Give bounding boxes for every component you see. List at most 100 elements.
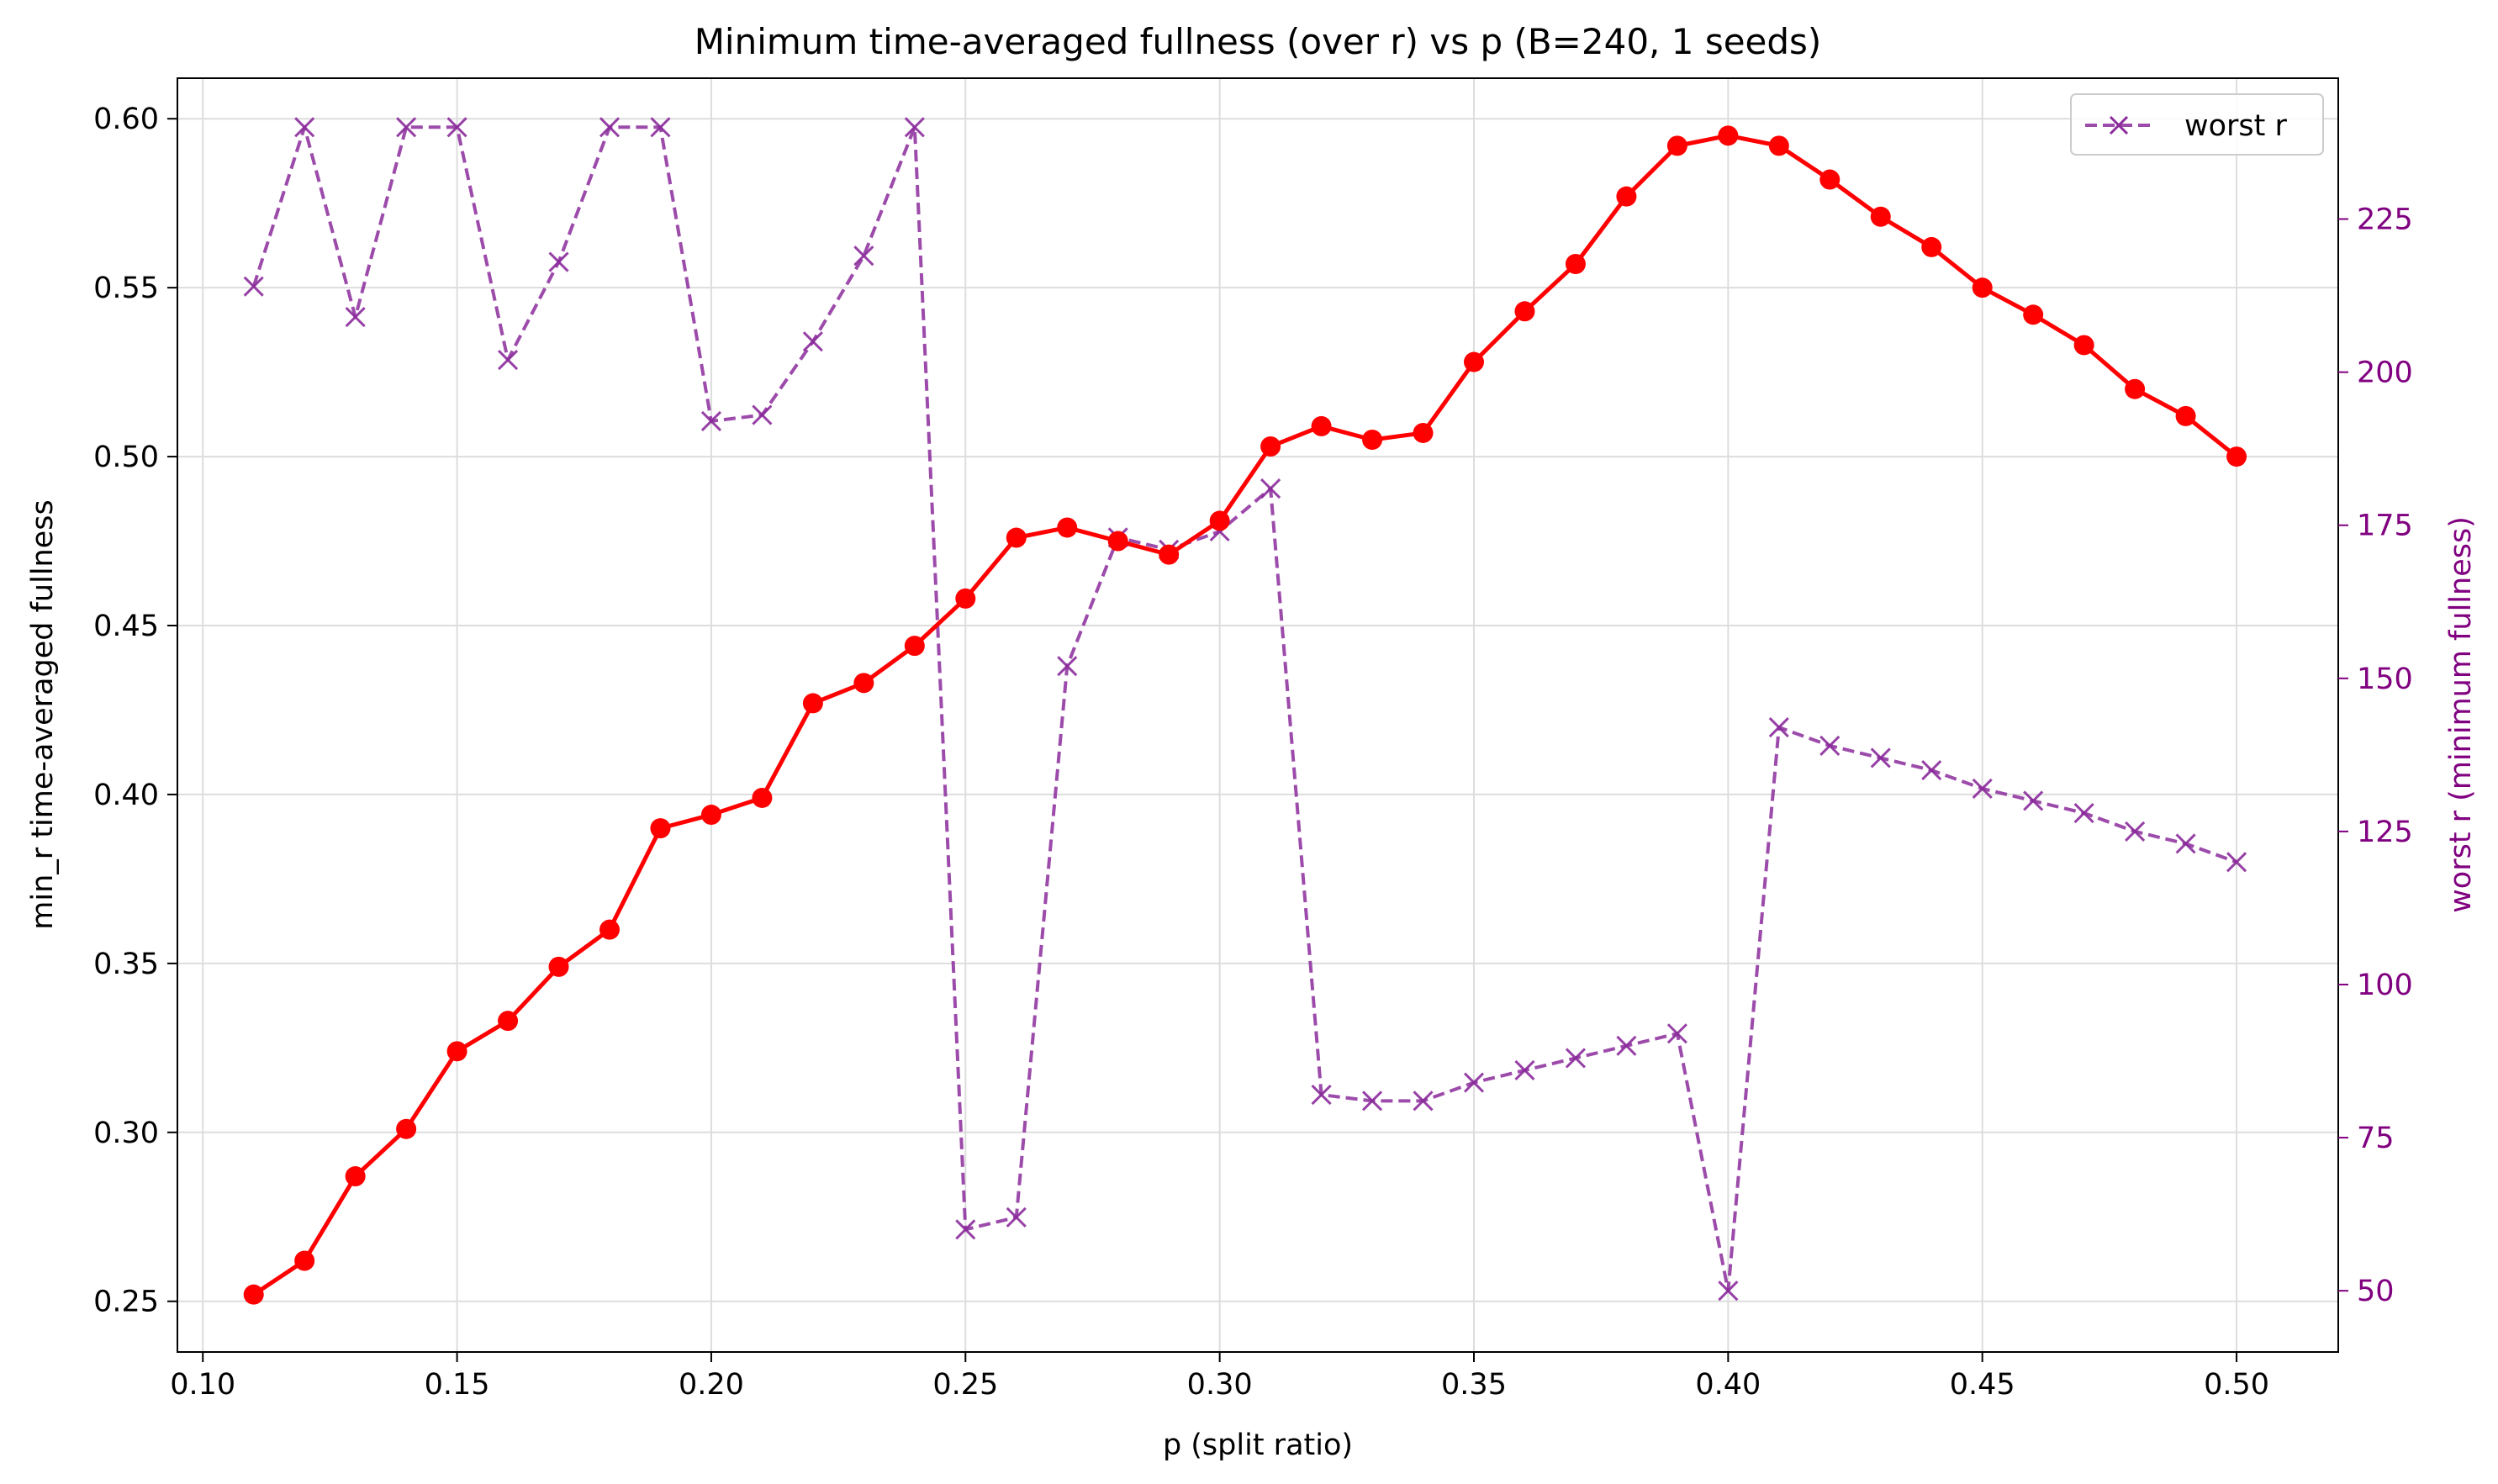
point-worst-r-stroke: [345, 307, 366, 328]
point-fullness: [904, 636, 925, 657]
point-fullness: [1260, 436, 1281, 457]
point-worst-r: [1311, 1085, 1332, 1106]
y2-tick-label: 150: [2357, 663, 2413, 696]
chart-title: Minimum time-averaged fullness (over r) …: [694, 21, 1822, 62]
x-axis-label: p (split ratio): [1163, 1429, 1353, 1462]
point-worst-r: [2125, 821, 2146, 842]
point-worst-r: [1260, 478, 1281, 499]
y-tick-label: 0.50: [93, 441, 159, 474]
point-worst-r: [650, 117, 671, 138]
point-worst-r: [548, 251, 569, 272]
point-fullness: [650, 818, 671, 839]
point-fullness: [446, 1041, 467, 1062]
x-tick-label: 0.35: [1441, 1368, 1507, 1402]
point-fullness: [2175, 405, 2196, 426]
point-worst-r: [345, 307, 366, 328]
point-worst-r-stroke: [1921, 759, 1942, 781]
point-worst-r-stroke: [1057, 656, 1078, 677]
point-worst-r: [904, 117, 925, 138]
point-fullness: [1616, 186, 1637, 207]
point-fullness: [2073, 335, 2094, 356]
point-worst-r: [1413, 1091, 1434, 1112]
point-fullness: [1159, 544, 1180, 565]
y2-tick-label: 225: [2357, 203, 2413, 237]
y-tick-label: 0.60: [93, 103, 159, 136]
point-fullness: [752, 787, 773, 808]
point-worst-r-stroke: [1413, 1091, 1434, 1112]
y-tick-label: 0.25: [93, 1286, 159, 1319]
legend-marker-x: [2109, 115, 2129, 135]
series-worst-r-line: [251, 125, 2237, 1293]
point-fullness: [345, 1166, 366, 1187]
point-fullness: [853, 673, 874, 694]
point-worst-r: [2073, 802, 2094, 824]
point-worst-r: [2023, 790, 2044, 811]
point-fullness: [1870, 206, 1891, 227]
x-tick-label: 0.40: [1695, 1368, 1761, 1402]
point-fullness: [1921, 236, 1942, 257]
point-worst-r-stroke: [853, 246, 874, 267]
point-fullness: [1413, 422, 1434, 443]
point-fullness: [1768, 135, 1789, 156]
point-fullness: [700, 805, 721, 826]
point-worst-r-stroke: [1870, 747, 1891, 768]
point-fullness: [1006, 527, 1027, 548]
point-fullness: [1565, 254, 1586, 275]
legend-box: [2070, 93, 2324, 156]
point-worst-r-stroke: [1666, 1023, 1687, 1044]
y-axis-right: 50 75 100 125 150 175 200 225: [2338, 203, 2413, 1308]
point-worst-r-stroke: [1361, 1091, 1383, 1112]
point-worst-r-stroke: [497, 349, 519, 371]
y-tick-label: 0.30: [93, 1117, 159, 1150]
point-fullness: [243, 1284, 264, 1305]
point-worst-r: [802, 331, 823, 352]
point-worst-r-stroke: [1768, 717, 1789, 738]
point-worst-r-stroke: [650, 117, 671, 138]
point-worst-r: [1006, 1207, 1027, 1228]
point-fullness: [1666, 135, 1687, 156]
x-axis: 0.10 0.15 0.20 0.25 0.30 0.35 0.40 0.45 0.50: [170, 1352, 2269, 1402]
point-worst-r: [1718, 1281, 1739, 1302]
point-worst-r: [1819, 735, 1840, 756]
point-worst-r-stroke: [2226, 852, 2247, 873]
y-tick-label: 0.55: [93, 272, 159, 305]
point-fullness: [599, 919, 620, 940]
point-worst-r-stroke: [2023, 790, 2044, 811]
point-worst-r: [1972, 778, 1993, 799]
point-worst-r-stroke: [243, 276, 264, 297]
point-worst-r-stroke: [1260, 478, 1281, 499]
point-fullness: [498, 1011, 519, 1032]
y-axis-right-label: worst r (minimum fullness): [2444, 516, 2478, 913]
series-layer: [243, 117, 2247, 1305]
point-worst-r-stroke: [294, 117, 315, 138]
point-worst-r-stroke: [446, 117, 467, 138]
point-worst-r: [1057, 656, 1078, 677]
point-fullness: [396, 1118, 417, 1139]
x-tick-label: 0.20: [679, 1368, 744, 1402]
point-worst-r-stroke: [1819, 735, 1840, 756]
point-fullness: [548, 956, 569, 977]
point-worst-r-stroke: [752, 404, 773, 425]
point-fullness: [1362, 429, 1383, 450]
point-worst-r-stroke: [1514, 1059, 1535, 1081]
point-worst-r-stroke: [802, 331, 823, 352]
y-tick-label: 0.45: [93, 610, 159, 643]
point-worst-r-stroke: [2125, 821, 2146, 842]
point-fullness: [294, 1250, 315, 1271]
point-worst-r: [1870, 747, 1891, 768]
point-worst-r: [1361, 1091, 1383, 1112]
point-worst-r-stroke: [955, 1219, 976, 1240]
point-worst-r: [2226, 852, 2247, 873]
point-fullness: [2226, 446, 2247, 467]
point-worst-r-stroke: [1311, 1085, 1332, 1106]
point-worst-r: [1463, 1072, 1485, 1093]
point-worst-r: [1768, 717, 1789, 738]
point-fullness: [1819, 169, 1840, 190]
point-worst-r-stroke: [1463, 1072, 1485, 1093]
point-worst-r: [1565, 1048, 1587, 1069]
y2-tick-label: 75: [2357, 1122, 2395, 1155]
point-worst-r: [497, 349, 519, 371]
point-worst-r-stroke: [1006, 1207, 1027, 1228]
point-worst-r-stroke: [1718, 1281, 1739, 1302]
